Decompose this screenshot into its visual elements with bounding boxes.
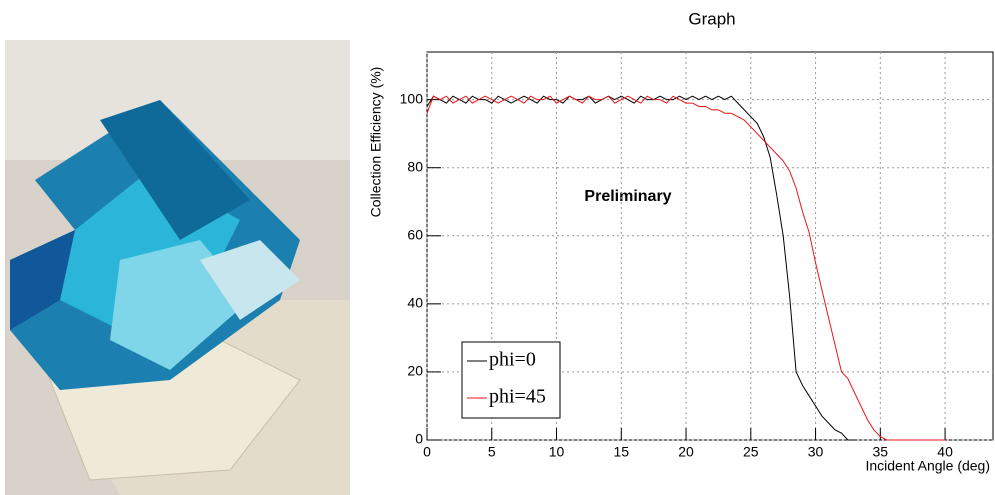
- x-tick-label: 40: [937, 444, 953, 460]
- data-line: [426, 95, 855, 441]
- x-tick-label: 15: [613, 444, 629, 460]
- legend-box: [461, 341, 561, 419]
- y-tick-label: 60: [407, 226, 423, 242]
- x-axis-label: Incident Angle (deg): [865, 458, 990, 474]
- y-tick-label: 40: [407, 295, 423, 311]
- y-tick-label: 100: [400, 90, 424, 106]
- x-tick-label: 0: [423, 444, 431, 460]
- x-tick-label: 35: [873, 444, 889, 460]
- legend-label: phi=0: [489, 349, 536, 371]
- y-tick-label: 0: [415, 431, 423, 447]
- y-tick-label: 80: [407, 158, 423, 174]
- data-line: [426, 95, 946, 441]
- annotation: Preliminary: [584, 188, 671, 205]
- chart-title: Graph: [688, 9, 735, 28]
- x-tick-label: 10: [549, 444, 565, 460]
- plot-frame: [426, 51, 994, 441]
- legend-label: phi=45: [489, 386, 546, 408]
- x-tick-label: 5: [488, 444, 496, 460]
- photo: [5, 40, 350, 495]
- x-tick-label: 25: [743, 444, 759, 460]
- x-tick-label: 20: [678, 444, 694, 460]
- y-axis-label: Collection Efficiency (%): [368, 67, 384, 218]
- x-tick-label: 30: [808, 444, 824, 460]
- y-tick-label: 20: [407, 363, 423, 379]
